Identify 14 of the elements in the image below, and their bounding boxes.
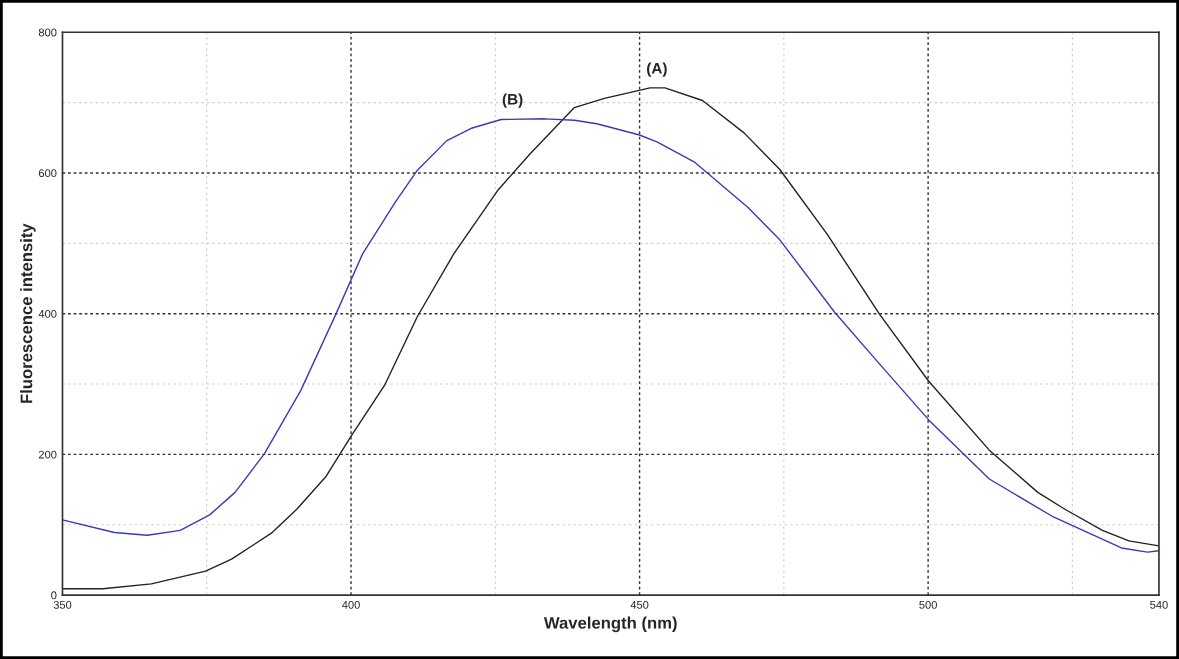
y-tick-label: 600	[38, 169, 57, 178]
x-tick-label: 350	[53, 600, 72, 609]
x-tick-label: 450	[630, 600, 649, 609]
x-tick-label: 400	[342, 600, 360, 609]
x-tick-label: 540	[1150, 600, 1168, 609]
y-tick-label: 200	[38, 450, 57, 459]
x-tick-label: 500	[919, 600, 937, 609]
y-tick-label: 400	[38, 309, 57, 318]
annotation: (B)	[502, 93, 523, 108]
x-axis-title: Wavelength (nm)	[543, 616, 677, 633]
y-tick-label: 800	[38, 28, 57, 37]
annotation: (A)	[647, 62, 667, 77]
y-axis-title: Fluorescence intensity	[20, 223, 36, 403]
y-tick-label: 0	[51, 591, 57, 600]
